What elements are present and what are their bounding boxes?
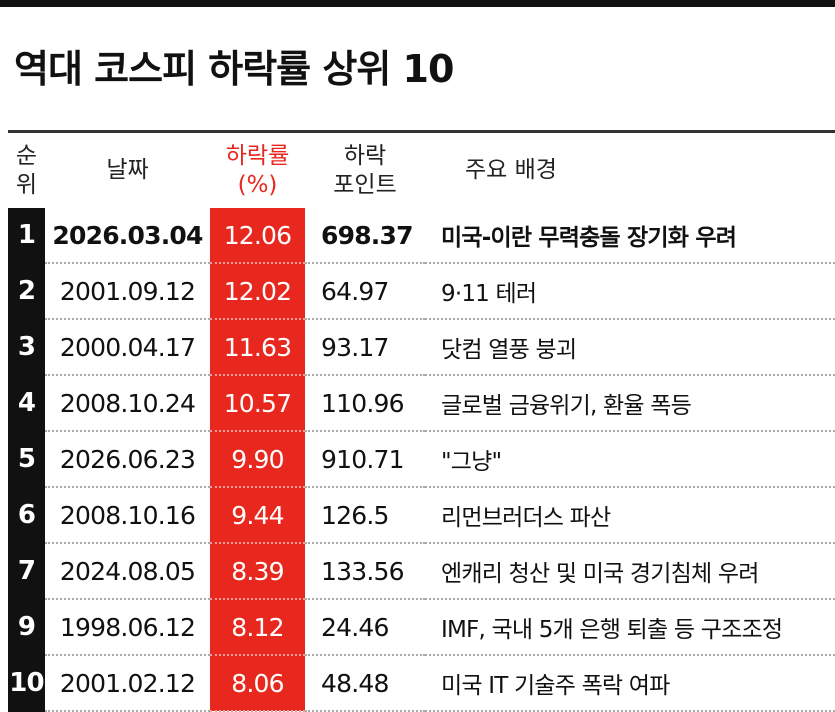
rank-cell: 4 bbox=[8, 375, 45, 432]
background-cell: 미국-이란 무력충돌 장기화 우려 bbox=[425, 208, 835, 264]
drop-points-cell: 133.56 bbox=[305, 543, 425, 600]
table-row: 10 2001.02.12 8.06 48.48 미국 IT 기술주 폭락 여파 bbox=[8, 655, 835, 712]
title: 역대 코스피 하락률 상위 10 bbox=[14, 47, 454, 91]
drop-points-cell: 110.96 bbox=[305, 375, 425, 432]
rank-cell: 1 bbox=[8, 208, 45, 264]
background-cell: 엔캐리 청산 및 미국 경기침체 우려 bbox=[425, 543, 835, 600]
table-row: 9 1998.06.12 8.12 24.46 IMF, 국내 5개 은행 퇴출 등 구… bbox=[8, 599, 835, 656]
drop-points-cell: 48.48 bbox=[305, 655, 425, 712]
date-cell: 1998.06.12 bbox=[45, 599, 210, 656]
rank-cell: 2 bbox=[8, 263, 45, 320]
column-header: 하락률 (%) bbox=[210, 130, 305, 208]
rank-cell: 9 bbox=[8, 599, 45, 656]
column-header-line: (%) bbox=[237, 171, 278, 198]
drop-points-cell: 126.5 bbox=[305, 487, 425, 544]
background-cell: IMF, 국내 5개 은행 퇴출 등 구조조정 bbox=[425, 599, 835, 656]
date-cell: 2008.10.24 bbox=[45, 375, 210, 432]
drop-rate-cell: 11.63 bbox=[210, 319, 305, 376]
top-bar bbox=[0, 0, 835, 7]
background-cell: 닷컴 열풍 붕괴 bbox=[425, 319, 835, 376]
column-header: 날짜 bbox=[45, 130, 210, 208]
table-body: 1 2026.03.04 12.06 698.37 미국-이란 무력충돌 장기화 우려 2… bbox=[8, 208, 835, 712]
background-cell: 리먼브러더스 파산 bbox=[425, 487, 835, 544]
drop-points-cell: 698.37 bbox=[305, 208, 425, 264]
ranking-table: 순 위 날짜 하락률 (%) 하락 포인트 주요 배경 1 2026.03.04 12.06 698… bbox=[8, 130, 835, 712]
date-cell: 2001.02.12 bbox=[45, 655, 210, 712]
drop-points-cell: 24.46 bbox=[305, 599, 425, 656]
drop-rate-cell: 12.02 bbox=[210, 263, 305, 320]
table-row: 2 2001.09.12 12.02 64.97 9·11 테러 bbox=[8, 263, 835, 320]
drop-rate-cell: 8.39 bbox=[210, 543, 305, 600]
drop-rate-cell: 9.90 bbox=[210, 431, 305, 488]
table-row: 5 2026.06.23 9.90 910.71 "그냥" bbox=[8, 431, 835, 488]
table-row: 4 2008.10.24 10.57 110.96 글로벌 금융위기, 환율 폭등 bbox=[8, 375, 835, 432]
drop-points-cell: 93.17 bbox=[305, 319, 425, 376]
date-cell: 2026.03.04 bbox=[45, 208, 210, 264]
rank-cell: 5 bbox=[8, 431, 45, 488]
rank-cell: 10 bbox=[8, 655, 45, 712]
column-header-line: 순 bbox=[15, 142, 38, 169]
date-cell: 2024.08.05 bbox=[45, 543, 210, 600]
date-cell: 2026.06.23 bbox=[45, 431, 210, 488]
drop-points-cell: 64.97 bbox=[305, 263, 425, 320]
column-header-line: 하락률 bbox=[225, 142, 290, 169]
column-header-line: 주요 배경 bbox=[465, 157, 557, 184]
column-header-line: 위 bbox=[15, 171, 38, 198]
table-row: 3 2000.04.17 11.63 93.17 닷컴 열풍 붕괴 bbox=[8, 319, 835, 376]
drop-points-cell: 910.71 bbox=[305, 431, 425, 488]
column-header-line: 하락 bbox=[343, 142, 387, 169]
table-row: 6 2008.10.16 9.44 126.5 리먼브러더스 파산 bbox=[8, 487, 835, 544]
column-header-line: 포인트 bbox=[333, 171, 397, 198]
drop-rate-cell: 8.12 bbox=[210, 599, 305, 656]
background-cell: 글로벌 금융위기, 환율 폭등 bbox=[425, 375, 835, 432]
column-header: 주요 배경 bbox=[425, 130, 835, 208]
table-row: 1 2026.03.04 12.06 698.37 미국-이란 무력충돌 장기화 우려 bbox=[8, 208, 835, 264]
drop-rate-cell: 9.44 bbox=[210, 487, 305, 544]
background-cell: 9·11 테러 bbox=[425, 263, 835, 320]
drop-rate-cell: 10.57 bbox=[210, 375, 305, 432]
date-cell: 2000.04.17 bbox=[45, 319, 210, 376]
table-row: 7 2024.08.05 8.39 133.56 엔캐리 청산 및 미국 경기침체 우려 bbox=[8, 543, 835, 600]
column-header: 하락 포인트 bbox=[305, 130, 425, 208]
background-cell: "그냥" bbox=[425, 431, 835, 488]
rank-cell: 7 bbox=[8, 543, 45, 600]
date-cell: 2008.10.16 bbox=[45, 487, 210, 544]
rank-cell: 3 bbox=[8, 319, 45, 376]
drop-rate-cell: 12.06 bbox=[210, 208, 305, 264]
drop-rate-cell: 8.06 bbox=[210, 655, 305, 712]
date-cell: 2001.09.12 bbox=[45, 263, 210, 320]
background-cell: 미국 IT 기술주 폭락 여파 bbox=[425, 655, 835, 712]
rank-cell: 6 bbox=[8, 487, 45, 544]
header-row: 순 위 날짜 하락률 (%) 하락 포인트 주요 배경 bbox=[8, 130, 835, 208]
column-header-line: 날짜 bbox=[106, 157, 149, 184]
